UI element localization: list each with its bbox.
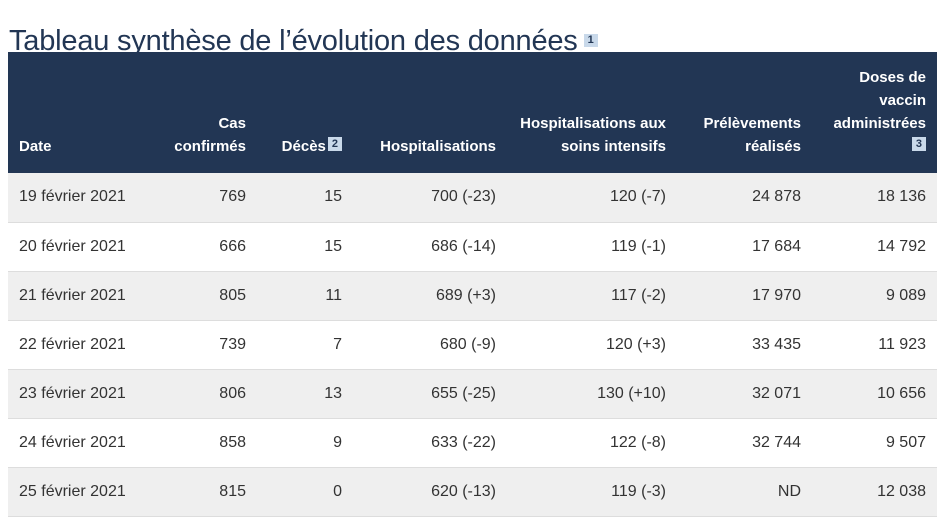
cell-cas-confirmes: 806 [146, 369, 257, 419]
cell-hospitalisations: 633 (-22) [353, 418, 507, 468]
cell-cas-confirmes: 666 [146, 222, 257, 272]
cell-doses-vaccin: 9 089 [812, 271, 937, 321]
cell-soins-intensifs: 119 (-3) [507, 467, 677, 517]
cell-prelevements: 33 435 [677, 320, 812, 370]
table-row: 24 février 2021 858 9 633 (-22) 122 (-8) 32 7… [8, 418, 937, 468]
cell-hospitalisations: 686 (-14) [353, 222, 507, 272]
cell-cas-confirmes: 769 [146, 173, 257, 223]
table-row: 20 février 2021 666 15 686 (-14) 119 (-1) 17 … [8, 222, 937, 272]
cell-date: 20 février 2021 [8, 222, 146, 272]
cell-doses-vaccin: 14 792 [812, 222, 937, 272]
footnote-3-link[interactable]: 3 [911, 137, 926, 151]
cell-soins-intensifs: 117 (-2) [507, 271, 677, 321]
table-row: 21 février 2021 805 11 689 (+3) 117 (-2) 17 9… [8, 271, 937, 321]
cell-date: 19 février 2021 [8, 173, 146, 223]
cell-date: 25 février 2021 [8, 467, 146, 517]
cell-deces: 11 [257, 271, 353, 321]
table-header-row: Date Cas confirmés Décès 2 Hospitalisatio… [8, 52, 937, 173]
cell-soins-intensifs: 120 (+3) [507, 320, 677, 370]
cell-prelevements: 24 878 [677, 173, 812, 223]
cell-doses-vaccin: 9 507 [812, 418, 937, 468]
data-table: Date Cas confirmés Décès 2 Hospitalisatio… [8, 52, 937, 517]
cell-hospitalisations: 620 (-13) [353, 467, 507, 517]
cell-cas-confirmes: 739 [146, 320, 257, 370]
header-doses-vaccin: Doses de vaccin administrées 3 [812, 52, 937, 173]
cell-prelevements: ND [677, 467, 812, 517]
header-deces-label: Décès [281, 138, 326, 155]
table-row: 25 février 2021 815 0 620 (-13) 119 (-3) ND 12… [8, 467, 937, 517]
cell-hospitalisations: 680 (-9) [353, 320, 507, 370]
cell-date: 24 février 2021 [8, 418, 146, 468]
cell-prelevements: 17 970 [677, 271, 812, 321]
cell-deces: 15 [257, 222, 353, 272]
cell-soins-intensifs: 120 (-7) [507, 173, 677, 223]
header-cas-confirmes: Cas confirmés [146, 52, 257, 173]
header-date: Date [19, 138, 52, 155]
cell-date: 21 février 2021 [8, 271, 146, 321]
cell-doses-vaccin: 18 136 [812, 173, 937, 223]
cell-cas-confirmes: 815 [146, 467, 257, 517]
cell-deces: 7 [257, 320, 353, 370]
cell-deces: 0 [257, 467, 353, 517]
cell-hospitalisations: 655 (-25) [353, 369, 507, 419]
cell-soins-intensifs: 122 (-8) [507, 418, 677, 468]
header-hospitalisations: Hospitalisations [380, 138, 496, 155]
table-row: 23 février 2021 806 13 655 (-25) 130 (+10) 32… [8, 369, 937, 419]
table-row: 22 février 2021 739 7 680 (-9) 120 (+3) 33 43… [8, 320, 937, 370]
cell-doses-vaccin: 11 923 [812, 320, 937, 370]
header-cas-label: Cas confirmés [174, 115, 246, 155]
cell-cas-confirmes: 805 [146, 271, 257, 321]
cell-prelevements: 32 744 [677, 418, 812, 468]
cell-hospitalisations: 700 (-23) [353, 173, 507, 223]
cell-cas-confirmes: 858 [146, 418, 257, 468]
cell-doses-vaccin: 12 038 [812, 467, 937, 517]
header-soins-intensifs: Hospitalisations aux soins intensifs [520, 115, 666, 155]
header-prelevements: Prélèvements réalisés [703, 115, 801, 155]
cell-hospitalisations: 689 (+3) [353, 271, 507, 321]
cell-soins-intensifs: 130 (+10) [507, 369, 677, 419]
table-row: 19 février 2021 769 15 700 (-23) 120 (-7) 24 … [8, 173, 937, 223]
cell-soins-intensifs: 119 (-1) [507, 222, 677, 272]
header-doses-label: Doses de vaccin administrées [833, 69, 926, 132]
header-deces: Décès 2 [257, 52, 353, 173]
footnote-2-link[interactable]: 2 [327, 137, 342, 151]
cell-prelevements: 17 684 [677, 222, 812, 272]
page-title-text: Tableau synthèse de l’évolution des donn… [9, 25, 578, 58]
footnote-1-link[interactable]: 1 [583, 34, 598, 48]
cell-date: 22 février 2021 [8, 320, 146, 370]
page-title: Tableau synthèse de l’évolution des donn… [9, 25, 598, 58]
cell-date: 23 février 2021 [8, 369, 146, 419]
cell-prelevements: 32 071 [677, 369, 812, 419]
cell-doses-vaccin: 10 656 [812, 369, 937, 419]
cell-deces: 15 [257, 173, 353, 223]
cell-deces: 13 [257, 369, 353, 419]
cell-deces: 9 [257, 418, 353, 468]
